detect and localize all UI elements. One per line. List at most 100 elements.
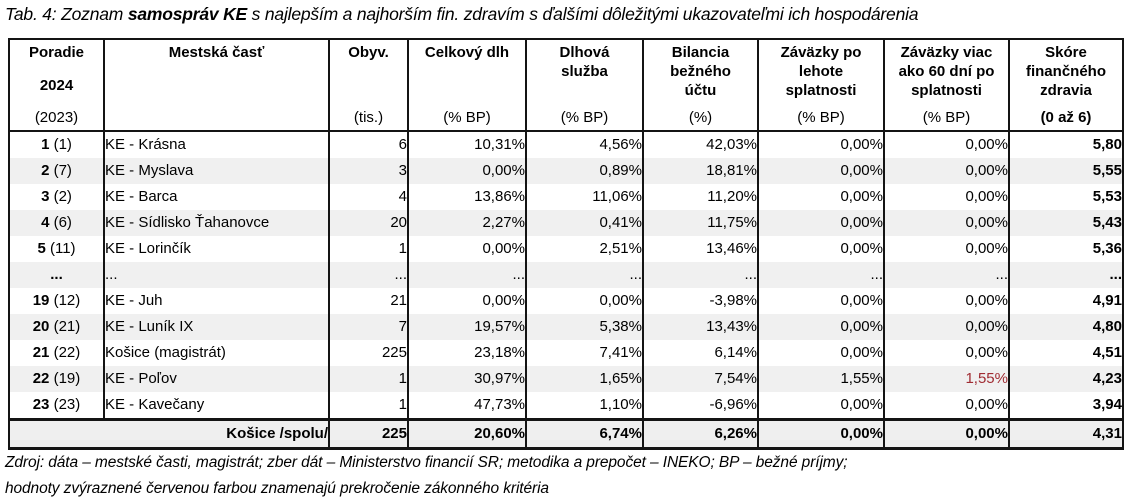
total-label-cell: Košice /spolu/ xyxy=(8,418,329,449)
debt-service-cell: 2,51% xyxy=(525,236,643,262)
col-header-district: Mestská časť xyxy=(103,39,329,132)
rank-cell: 3 (2) xyxy=(8,184,104,210)
rank-2024: 1 xyxy=(41,136,50,153)
total-row: Košice /spolu/225 20,60% 6,74% 6,26% 0,00% 0,… xyxy=(8,418,1123,449)
score-cell: 3,94 xyxy=(1008,392,1123,420)
header-row: Poradie 2024 (2023) Mestská časť Obyv. (tis.)… xyxy=(8,39,1123,132)
table-row: 20 (21) KE - Luník IX 7 19,57% 5,38% 13,43% 0,… xyxy=(8,314,1123,340)
total-debt-cell: 23,18% xyxy=(407,340,526,366)
col-unit-overdue60: (% BP) xyxy=(922,109,971,126)
district-cell: KE - Sídlisko Ťahanovce xyxy=(103,210,329,236)
overdue-cell: 0,00% xyxy=(757,131,884,158)
balance-cell: 11,20% xyxy=(642,184,758,210)
rank-2024: 22 xyxy=(32,370,50,387)
overdue60-cell: 1,55% xyxy=(883,366,1009,392)
rank-cell: 22 (19) xyxy=(8,366,104,392)
rank-cell: 19 (12) xyxy=(8,288,104,314)
rank-cell: 20 (21) xyxy=(8,314,104,340)
table-row: 22 (19) KE - Poľov 1 30,97% 1,65% 7,54% 1,55% 1… xyxy=(8,366,1123,392)
table-row: 21 (22) Košice (magistrát) 225 23,18% 7,41% 6… xyxy=(8,340,1123,366)
total-debt-cell: 2,27% xyxy=(407,210,526,236)
rank-cell: 5 (11) xyxy=(8,236,104,262)
rank-cell: ... xyxy=(8,262,104,288)
debt-service-cell: 7,41% xyxy=(525,340,643,366)
rank-2023: (19) xyxy=(53,370,81,387)
overdue-cell: ... xyxy=(757,262,884,288)
rank-2023: (12) xyxy=(53,292,81,309)
population-cell: 1 xyxy=(328,236,408,262)
score-cell: 4,91 xyxy=(1008,288,1123,314)
total-debt-service-cell: 6,74% xyxy=(525,418,643,449)
rank-2024: 2 xyxy=(41,162,50,179)
total-debt-total-cell: 20,60% xyxy=(407,418,526,449)
debt-service-cell: 0,89% xyxy=(525,158,643,184)
total-debt-cell: 0,00% xyxy=(407,288,526,314)
total-debt-cell: 19,57% xyxy=(407,314,526,340)
col-label-district: Mestská časť xyxy=(168,44,265,61)
district-cell: KE - Kavečany xyxy=(103,392,329,420)
table-caption: Tab. 4: Zoznam samospráv KE s najlepším … xyxy=(5,4,1125,25)
col-unit-overdue: (% BP) xyxy=(797,109,845,126)
balance-cell: 6,14% xyxy=(642,340,758,366)
rank-2023: (22) xyxy=(53,344,81,361)
rank-cell: 4 (6) xyxy=(8,210,104,236)
overdue-cell: 1,55% xyxy=(757,366,884,392)
col-header-debt-service: Dlhová služba (% BP) xyxy=(525,39,643,132)
source-note-line1: Zdroj: dáta – mestské časti, magistrát; … xyxy=(5,454,848,471)
district-cell: KE - Juh xyxy=(103,288,329,314)
overdue-cell: 0,00% xyxy=(757,184,884,210)
rank-2023: (21) xyxy=(53,318,81,335)
caption-bold-segment: samospráv KE xyxy=(127,4,247,24)
population-cell: 1 xyxy=(328,392,408,420)
overdue60-cell: 0,00% xyxy=(883,314,1009,340)
total-balance-cell: 6,26% xyxy=(642,418,758,449)
district-cell: KE - Poľov xyxy=(103,366,329,392)
overdue-cell: 0,00% xyxy=(757,236,884,262)
population-cell: 6 xyxy=(328,131,408,158)
total-overdue-cell: 0,00% xyxy=(757,418,884,449)
col-header-overdue: Záväzky po lehote splatnosti (% BP) xyxy=(757,39,884,132)
rank-cell: 2 (7) xyxy=(8,158,104,184)
total-debt-cell: 0,00% xyxy=(407,236,526,262)
col-header-population: Obyv. (tis.) xyxy=(328,39,408,132)
population-cell: 4 xyxy=(328,184,408,210)
source-note-line2: hodnoty zvýraznené červenou farbou zname… xyxy=(5,480,549,497)
col-label-overdue60: Záväzky viac ako 60 dní po splatnosti xyxy=(898,44,995,99)
balance-cell: -3,98% xyxy=(642,288,758,314)
col-header-total-debt: Celkový dlh (% BP) xyxy=(407,39,526,132)
score-cell: 5,55 xyxy=(1008,158,1123,184)
table-row: 3 (2) KE - Barca 4 13,86% 11,06% 11,20% 0,00% 0… xyxy=(8,184,1123,210)
rank-2023: (11) xyxy=(49,240,76,257)
balance-cell: 18,81% xyxy=(642,158,758,184)
rank-2023: (1) xyxy=(53,136,72,153)
total-debt-cell: 0,00% xyxy=(407,158,526,184)
col-unit-rank: (2023) xyxy=(34,109,79,126)
total-debt-cell: 47,73% xyxy=(407,392,526,420)
overdue-cell: 0,00% xyxy=(757,340,884,366)
population-cell: ... xyxy=(328,262,408,288)
col-label-debt-service: Dlhová služba xyxy=(559,44,610,80)
debt-service-cell: 11,06% xyxy=(525,184,643,210)
population-cell: 7 xyxy=(328,314,408,340)
debt-service-cell: 4,56% xyxy=(525,131,643,158)
rank-2024: 19 xyxy=(32,292,50,309)
score-cell: ... xyxy=(1008,262,1123,288)
col-year-current: 2024 xyxy=(39,76,74,94)
table-row: 19 (12) KE - Juh 21 0,00% 0,00% -3,98% 0,00% 0,… xyxy=(8,288,1123,314)
rank-2023: (23) xyxy=(53,396,81,413)
total-population-cell: 225 xyxy=(328,418,408,449)
col-unit-population: (tis.) xyxy=(353,109,384,126)
overdue60-cell: 0,00% xyxy=(883,210,1009,236)
balance-cell: 13,43% xyxy=(642,314,758,340)
balance-cell: -6,96% xyxy=(642,392,758,420)
balance-cell: 42,03% xyxy=(642,131,758,158)
district-cell: Košice (magistrát) xyxy=(103,340,329,366)
total-debt-cell: 30,97% xyxy=(407,366,526,392)
col-header-overdue60: Záväzky viac ako 60 dní po splatnosti (% … xyxy=(883,39,1009,132)
balance-cell: 11,75% xyxy=(642,210,758,236)
debt-service-cell: ... xyxy=(525,262,643,288)
ellipsis-row: ........................... xyxy=(8,262,1123,288)
score-cell: 4,51 xyxy=(1008,340,1123,366)
population-cell: 20 xyxy=(328,210,408,236)
debt-service-cell: 1,65% xyxy=(525,366,643,392)
